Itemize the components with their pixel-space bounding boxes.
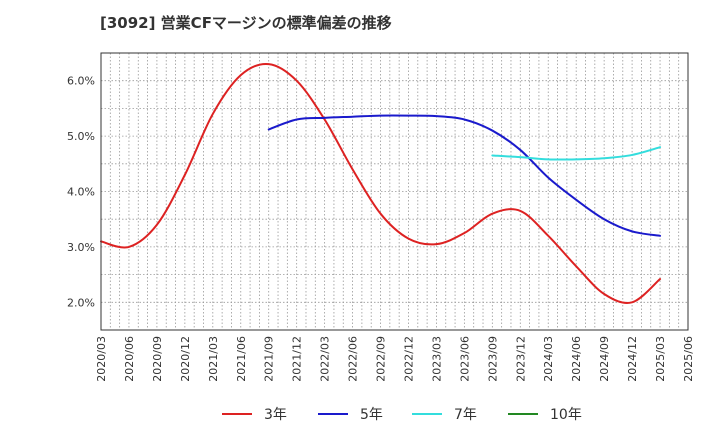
x-tick-label: 2023/12: [514, 336, 527, 382]
x-tick-label: 2025/06: [682, 336, 695, 382]
y-tick-label: 6.0%: [67, 75, 95, 88]
plot-frame: [100, 52, 689, 331]
x-tick-label: 2020/12: [179, 336, 192, 382]
x-tick-label: 2022/12: [402, 336, 415, 382]
x-tick-label: 2021/03: [207, 336, 220, 382]
x-tick-label: 2020/03: [95, 336, 108, 382]
x-tick-labels: 2020/03 2020/06 2020/09 2020/12 2021/03 2021/…: [95, 336, 695, 382]
chart-title: [3092] 営業CFマージンの標準偏差の推移: [100, 14, 392, 32]
y-tick-label: 4.0%: [67, 186, 95, 199]
x-tick-label: 2021/06: [235, 336, 248, 382]
x-tick-label: 2024/06: [570, 336, 583, 382]
series-line-2: [491, 146, 662, 161]
x-tick-label: 2022/06: [347, 336, 360, 382]
x-tick-label: 2021/09: [263, 336, 276, 382]
x-tick-label: 2023/03: [430, 336, 443, 382]
legend-label-1: 5年: [360, 407, 383, 423]
x-tick-label: 2023/06: [458, 336, 471, 382]
axes: [100, 52, 689, 331]
x-tick-label: 2020/09: [151, 336, 164, 382]
y-tick-label: 5.0%: [67, 130, 95, 143]
legend-label-2: 7年: [454, 407, 477, 423]
x-tick-label: 2020/06: [123, 336, 136, 382]
series-line-0: [100, 62, 662, 304]
legend-label-0: 3年: [264, 407, 287, 423]
x-tick-label: 2022/03: [319, 336, 332, 382]
series-line-1: [267, 114, 662, 237]
x-tick-label: 2024/12: [626, 336, 639, 382]
legend-label-3: 10年: [550, 407, 582, 423]
x-tick-label: 2021/12: [291, 336, 304, 382]
x-tick-label: 2024/09: [598, 336, 611, 382]
y-tick-label: 2.0%: [67, 296, 95, 309]
legend: 3年 5年 7年 10年: [222, 407, 582, 423]
x-tick-label: 2025/03: [654, 336, 667, 382]
y-tick-labels: 2.0% 3.0% 4.0% 5.0% 6.0%: [67, 75, 95, 310]
x-tick-label: 2022/09: [375, 336, 388, 382]
grid: [101, 53, 688, 330]
x-tick-label: 2023/09: [486, 336, 499, 382]
series-lines: [100, 62, 662, 304]
y-tick-label: 3.0%: [67, 241, 95, 254]
x-tick-label: 2024/03: [542, 336, 555, 382]
